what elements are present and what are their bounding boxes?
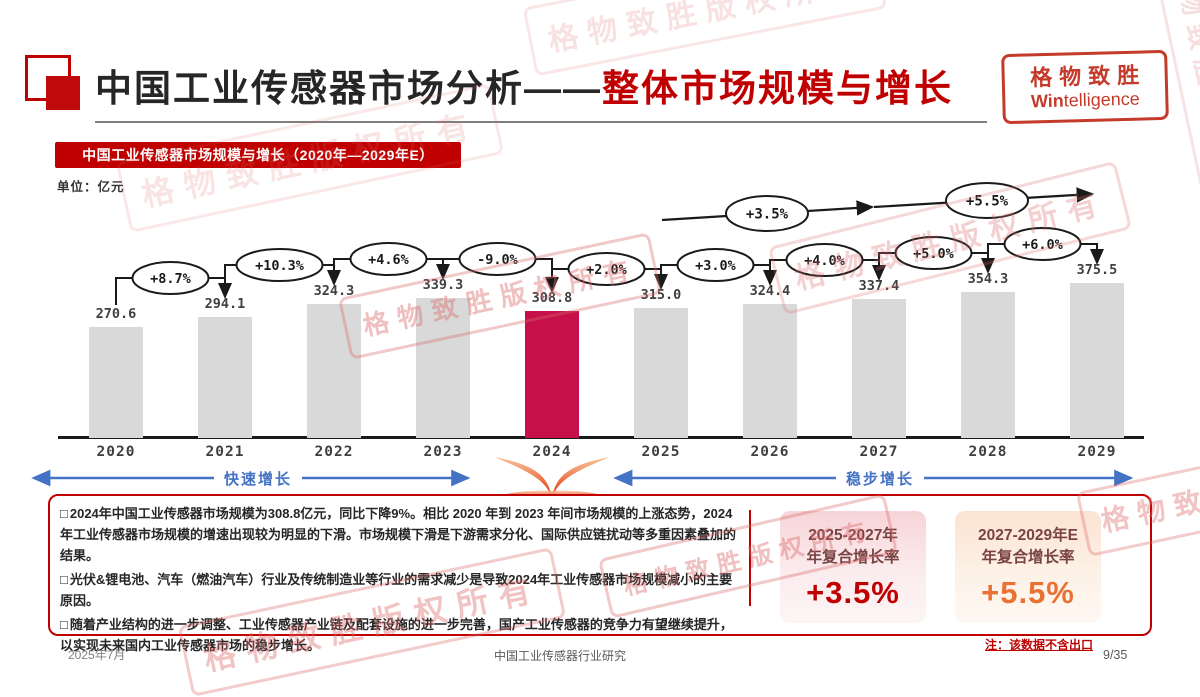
unit-label: 单位：亿元 [57, 180, 125, 194]
logo-mark-filled-square [46, 76, 80, 110]
yoy-bubble-label: +3.0% [695, 258, 737, 274]
yoy-bracket [551, 268, 668, 290]
x-tick-2029: 2029 [1077, 444, 1117, 460]
phase-label-steady-growth: 稳步增长 [835, 468, 925, 489]
cagr-bubble [725, 195, 809, 232]
x-tick-2024: 2024 [532, 444, 572, 460]
cagr-value: +3.5% [806, 575, 900, 610]
x-tick-2025: 2025 [641, 444, 681, 460]
yoy-bubble [1003, 227, 1082, 261]
cagr-bubble-label: +5.5% [966, 194, 1009, 210]
x-tick-2021: 2021 [205, 444, 245, 460]
footer-page-number: 9/35 [1103, 648, 1128, 662]
yoy-bubble-label: +8.7% [150, 271, 192, 287]
bar-value-2020: 270.6 [95, 306, 137, 322]
chart-title-banner: 中国工业传感器市场规模与增长（2020年—2029年E） [55, 142, 461, 168]
footer-data-note: 注：该数据不含出口 [985, 638, 1094, 652]
bar-value-2029: 375.5 [1076, 262, 1118, 278]
yoy-bubble [785, 243, 864, 277]
bar-value-2027: 337.4 [858, 278, 900, 294]
bullet-item-1: □ 2024年中国工业传感器市场规模为308.8亿元，同比下降9%。相比 2020… [60, 506, 737, 563]
page-title-accent: 整体市场规模与增长 [602, 68, 953, 109]
bar-2023 [416, 298, 470, 438]
funnel-pointer [494, 457, 610, 499]
bar-2024 [525, 311, 579, 438]
bar-2020 [89, 327, 143, 438]
summary-bullets: □ 2024年中国工业传感器市场规模为308.8亿元，同比下降9%。相比 2020… [60, 500, 742, 659]
yoy-bubble-label: +5.0% [913, 246, 955, 262]
bar-value-2022: 324.3 [313, 283, 355, 299]
panel-divider [749, 510, 751, 606]
yoy-bubble-label: +2.0% [586, 262, 628, 278]
page-title-main: 中国工业传感器市场分析—— [95, 68, 602, 109]
x-tick-2023: 2023 [423, 444, 463, 460]
bar-2029 [1070, 283, 1124, 438]
yoy-bubble-label: +6.0% [1022, 237, 1064, 253]
bar-2022 [307, 304, 361, 438]
bar-2028 [961, 292, 1015, 438]
yoy-bubble-label: +4.6% [368, 252, 410, 268]
yoy-bubble [567, 252, 646, 286]
bar-value-2026: 324.4 [749, 283, 791, 299]
cagr-metric: 年复合增长率 [806, 549, 900, 566]
x-tick-2027: 2027 [859, 444, 899, 460]
cagr-period: 2027-2029年E [978, 527, 1078, 544]
x-tick-2020: 2020 [96, 444, 136, 460]
bar-value-2023: 339.3 [422, 277, 464, 293]
cagr-bubble-label: +3.5% [746, 207, 789, 223]
yoy-bubble [349, 242, 428, 276]
bar-2021 [198, 317, 252, 438]
cagr-box-2027-2029: 2027-2029年E 年复合增长率 +5.5% [955, 511, 1101, 623]
title-underline [95, 121, 987, 123]
cagr-value: +5.5% [981, 575, 1075, 610]
cagr-arrow-seg2 [873, 187, 1095, 209]
phase-label-fast-growth: 快速增长 [213, 468, 303, 489]
cagr-metric: 年复合增长率 [981, 549, 1075, 566]
bullet-item-2: □ 光伏&锂电池、汽车（燃油汽车）行业及传统制造业等行业的需求减少是导致2024年… [60, 572, 733, 608]
x-axis-line [58, 436, 1144, 439]
yoy-bubble [458, 242, 537, 276]
page-title: 中国工业传感器市场分析——整体市场规模与增长 [95, 58, 953, 112]
footer-date: 2025年7月 [68, 648, 126, 662]
bar-2026 [743, 304, 797, 438]
x-tick-2028: 2028 [968, 444, 1008, 460]
cagr-arrow-seg1 [661, 200, 875, 222]
yoy-bubble [894, 236, 973, 270]
cagr-period: 2025-2027年 [808, 527, 898, 544]
bar-2025 [634, 308, 688, 438]
cagr-box-2025-2027: 2025-2027年 年复合增长率 +3.5% [780, 511, 926, 623]
footer-report-title: 中国工业传感器行业研究 [493, 649, 626, 663]
yoy-bubble [131, 261, 210, 295]
yoy-bubble-label: +10.3% [255, 258, 305, 274]
bar-value-2024: 308.8 [531, 290, 573, 306]
bar-value-2028: 354.3 [967, 271, 1009, 287]
cagr-bubble [945, 182, 1029, 219]
bar-value-2025: 315.0 [640, 287, 682, 303]
bullet-item-3: □ 随着产业结构的进一步调整、工业传感器产业链及配套设施的进一步完善，国产工业传感… [60, 617, 733, 653]
bar-2027 [852, 299, 906, 438]
x-tick-2022: 2022 [314, 444, 354, 460]
yoy-bubble [676, 248, 755, 282]
x-tick-2026: 2026 [750, 444, 790, 460]
yoy-bubble-label: -9.0% [477, 252, 519, 268]
yoy-bubble [235, 248, 324, 282]
bar-value-2021: 294.1 [204, 296, 246, 312]
yoy-bubble-label: +4.0% [804, 253, 846, 269]
